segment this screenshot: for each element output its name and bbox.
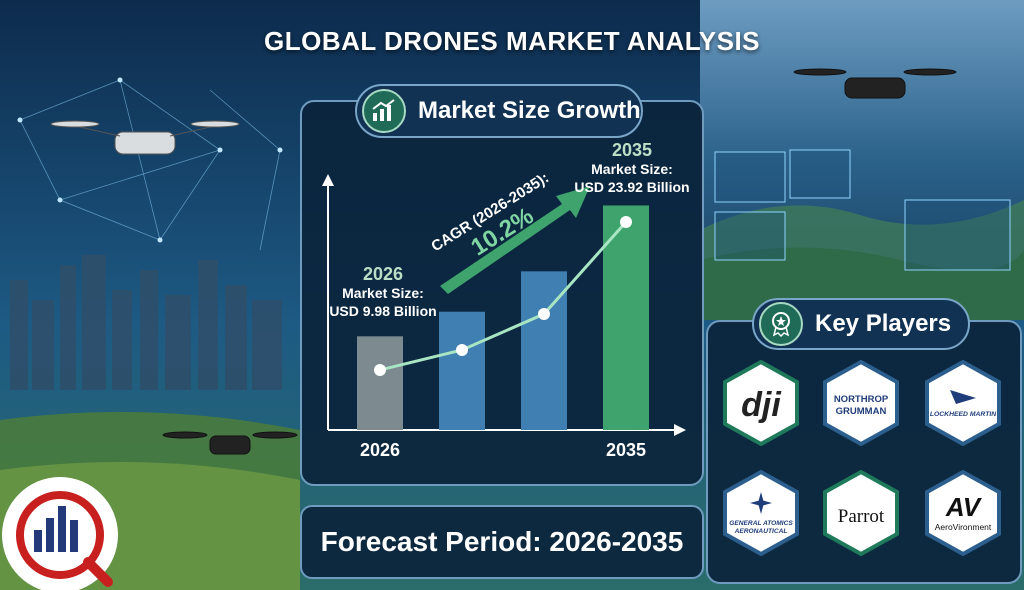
cagr-arrow (440, 186, 590, 294)
award-badge-icon (759, 302, 803, 346)
svg-text:Parrot: Parrot (838, 506, 885, 527)
bar-4 (603, 205, 649, 430)
x-tick-label-1: 2026 (360, 440, 400, 460)
trend-point-1 (374, 364, 386, 376)
market-size-header: Market Size Growth (355, 84, 643, 138)
logo-parrot: Parrot (823, 470, 899, 556)
x-axis-arrow (674, 424, 686, 436)
bar-2 (439, 311, 485, 430)
market-size-title: Market Size Growth (418, 97, 641, 124)
trend-point-4 (620, 216, 632, 228)
trend-point-3 (538, 308, 550, 320)
end-market-size-value: USD 23.92 Billion (574, 179, 689, 195)
svg-text:dji: dji (741, 386, 782, 424)
y-axis-arrow (322, 174, 334, 186)
forecast-period: Forecast Period: 2026-2035 (300, 505, 704, 579)
x-tick-label-4: 2035 (606, 440, 646, 460)
svg-text:NORTHROP: NORTHROP (834, 394, 889, 405)
logo-dji: dji (723, 360, 799, 446)
svg-text:AV: AV (945, 492, 983, 522)
svg-text:GRUMMAN: GRUMMAN (836, 406, 887, 417)
start-market-size-label: Market Size: (342, 285, 424, 301)
svg-text:GENERAL ATOMICS: GENERAL ATOMICS (729, 520, 793, 527)
market-size-chart: CAGR (2026-2035): 10.2% 2026 Market Size… (322, 140, 690, 460)
key-players-title: Key Players (815, 310, 952, 337)
logo-lockheed-martin: LOCKHEED MARTIN (925, 360, 1001, 446)
svg-text:AERONAUTICAL: AERONAUTICAL (734, 528, 788, 535)
logo-general-atomics: GENERAL ATOMICS AERONAUTICAL (723, 470, 799, 556)
page-title: GLOBAL DRONES MARKET ANALYSIS (263, 26, 761, 56)
trend-line (379, 221, 628, 372)
end-year-annotation: 2035 (612, 140, 652, 160)
svg-text:LOCKHEED MARTIN: LOCKHEED MARTIN (930, 411, 997, 418)
logo-aerovironment: AV AeroVironment (925, 470, 1001, 556)
growth-chart-icon (362, 89, 406, 133)
trend-point-2 (456, 344, 468, 356)
svg-text:AeroVironment: AeroVironment (935, 522, 992, 532)
end-market-size-label: Market Size: (591, 161, 673, 177)
start-year-annotation: 2026 (363, 264, 403, 284)
start-market-size-value: USD 9.98 Billion (329, 303, 436, 319)
bar-1 (357, 336, 403, 430)
key-players-header: Key Players (752, 298, 970, 350)
logo-northrop-grumman: NORTHROP GRUMMAN (823, 360, 899, 446)
